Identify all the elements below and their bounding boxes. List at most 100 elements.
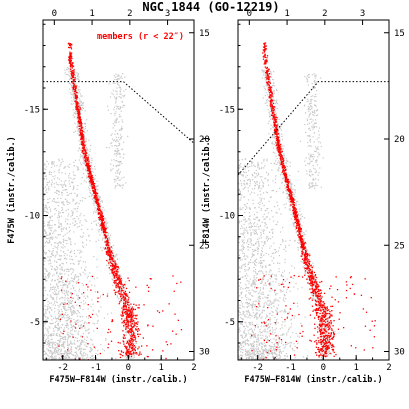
sequence-point	[99, 206, 101, 208]
member-point	[147, 324, 149, 326]
field-star-point	[63, 283, 65, 286]
field-star-point	[51, 166, 53, 168]
field-star-point	[31, 280, 32, 281]
field-star-point	[50, 350, 52, 352]
field-star-point	[76, 188, 78, 190]
field-star-point	[64, 220, 67, 222]
field-star-point	[239, 191, 241, 193]
member-point	[70, 64, 72, 66]
giant-point	[118, 81, 120, 83]
member-point	[134, 314, 136, 316]
field-star-point	[41, 207, 42, 208]
member-point	[105, 228, 107, 231]
field-star-point	[44, 260, 46, 262]
field-star-point	[69, 302, 71, 304]
field-star-point	[57, 267, 59, 269]
member-point	[125, 293, 127, 295]
sequence-point	[127, 308, 129, 310]
sequence-point	[129, 334, 131, 336]
member-point	[69, 47, 71, 49]
member-point	[68, 62, 70, 64]
field-star-point	[57, 353, 59, 355]
giant-point	[127, 135, 129, 137]
sequence-point	[112, 266, 114, 268]
member-point	[126, 322, 128, 324]
field-star-point	[51, 298, 54, 300]
field-star-point	[43, 315, 45, 317]
field-star-point	[71, 305, 73, 308]
field-star-point	[78, 325, 80, 327]
field-star-point	[233, 176, 234, 177]
field-star-point	[102, 348, 104, 350]
member-point	[127, 277, 129, 279]
field-star-point	[66, 351, 68, 353]
field-star-point	[46, 309, 48, 311]
member-point	[133, 324, 135, 326]
field-star-point	[39, 240, 40, 241]
field-star-point	[58, 349, 60, 351]
member-point	[130, 310, 132, 313]
field-star-point	[68, 238, 70, 240]
field-star-point	[47, 336, 49, 338]
sequence-point	[79, 100, 81, 102]
field-star-point	[233, 294, 234, 295]
giant-point	[114, 82, 116, 84]
field-star-point	[81, 341, 83, 343]
sequence-point	[93, 204, 95, 206]
field-star-point	[65, 324, 67, 327]
member-point	[74, 93, 76, 95]
field-star-point	[66, 280, 68, 282]
member-point	[80, 143, 83, 146]
giant-point	[117, 133, 119, 135]
field-star-point	[64, 246, 66, 248]
member-point	[109, 248, 111, 251]
field-star-point	[32, 266, 33, 267]
field-star-point	[85, 220, 88, 222]
field-star-point	[69, 223, 71, 225]
member-point	[82, 140, 84, 142]
member-point	[113, 289, 115, 291]
member-point	[131, 339, 134, 341]
field-star-point	[60, 162, 62, 164]
field-star-point	[71, 330, 73, 332]
field-star-point	[68, 358, 70, 360]
member-point	[85, 165, 87, 167]
member-point	[111, 270, 113, 272]
field-star-point	[36, 243, 37, 244]
member-point	[112, 260, 114, 263]
field-star-point	[74, 220, 76, 222]
field-star-point	[46, 178, 48, 180]
field-star-point	[262, 349, 264, 351]
sequence-point	[111, 256, 113, 258]
member-point	[136, 323, 139, 325]
field-star-point	[74, 276, 76, 279]
field-star-point	[81, 293, 83, 295]
field-star-point	[76, 294, 78, 296]
member-point	[126, 342, 128, 344]
sequence-point	[99, 223, 102, 225]
field-star-point	[55, 358, 57, 360]
field-star-point	[23, 357, 24, 358]
member-point	[90, 175, 93, 177]
sequence-point	[88, 159, 90, 161]
field-star-point	[40, 197, 41, 198]
giant-point	[120, 137, 122, 140]
member-point	[112, 257, 114, 260]
field-star-point	[257, 347, 259, 349]
field-star-point	[62, 282, 64, 284]
field-star-point	[48, 273, 50, 276]
field-star-point	[71, 192, 73, 194]
field-star-point	[57, 330, 59, 332]
field-star-point	[35, 283, 36, 284]
field-star-point	[52, 176, 54, 178]
giant-point	[112, 82, 114, 84]
field-star-point	[83, 351, 85, 353]
field-star-point	[45, 240, 48, 242]
member-point	[105, 251, 107, 253]
field-star-point	[266, 339, 268, 341]
giant-point	[114, 122, 116, 124]
field-star-point	[58, 339, 60, 342]
member-point	[120, 350, 123, 352]
field-star-point	[84, 261, 86, 263]
member-point	[87, 304, 89, 306]
